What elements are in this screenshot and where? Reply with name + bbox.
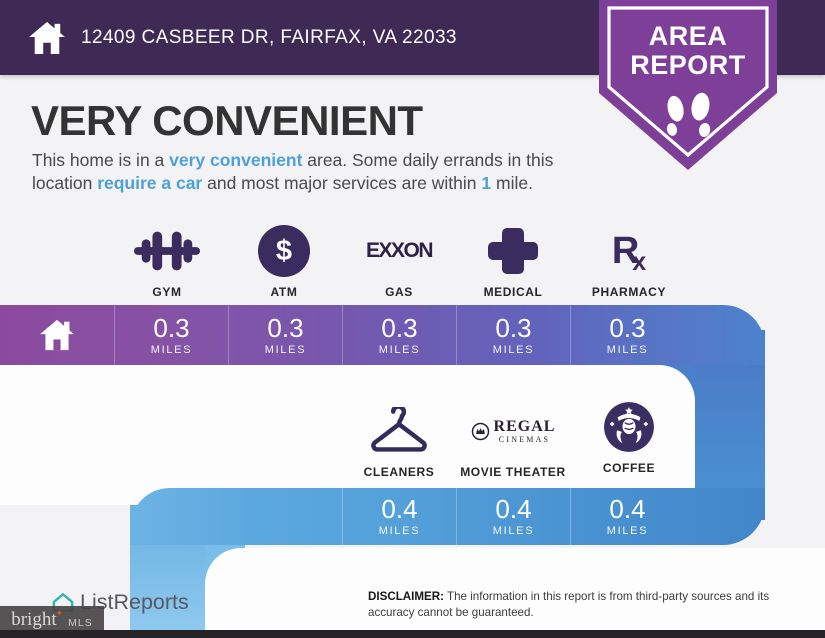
dollar-coin-icon: $: [258, 225, 310, 277]
home-icon: [40, 319, 74, 351]
poi-label: MOVIE THEATER: [460, 465, 566, 479]
medical-cross-icon: [488, 228, 538, 274]
poi-gym: GYM: [102, 222, 232, 299]
content-panel-upper: [0, 365, 695, 505]
page-title: VERY CONVENIENT: [31, 97, 423, 144]
poi-label: MEDICAL: [483, 285, 543, 299]
subtitle-text-4: mile.: [491, 173, 533, 194]
distance-cell: 0.4 MILES: [456, 488, 570, 545]
poi-atm: $ ATM: [219, 222, 349, 299]
regal-crown-icon: [471, 422, 489, 440]
poi-movie-theater: REGAL CINEMAS MOVIE THEATER: [448, 402, 578, 479]
disclaimer: DISCLAIMER: The information in this repo…: [368, 589, 798, 622]
distance-cell: 0.4 MILES: [570, 488, 684, 545]
mls-wordmark: MLS: [68, 616, 93, 629]
poi-label: COFFEE: [602, 461, 656, 475]
poi-label: PHARMACY: [591, 285, 667, 299]
distance-cell: 0.3 MILES: [228, 305, 342, 365]
distance-cell: 0.3 MILES: [456, 305, 570, 365]
home-marker-cell: [0, 305, 114, 365]
badge-title-line1: AREA: [648, 21, 728, 51]
distance-bar-row1: 0.3 MILES 0.3 MILES 0.3 MILES 0.3 MILES …: [0, 305, 765, 365]
bottom-edge-bar: [0, 630, 825, 638]
home-icon: [29, 21, 65, 54]
badge-pennant-shape: [599, 0, 777, 170]
subtitle-highlight-3: 1: [481, 173, 492, 194]
poi-gas: EXXON GAS: [334, 222, 464, 299]
footprints-icon: [666, 92, 711, 137]
dollar-glyph: $: [275, 234, 293, 267]
page-subtitle: This home is in a very convenient area. …: [32, 149, 598, 196]
subtitle-text-2: area. Some daily errands in this locatio…: [32, 150, 554, 194]
distance-bar-row2: 0.4 MILES 0.4 MILES 0.4 MILES: [130, 488, 765, 545]
poi-coffee: COFFEE: [564, 398, 694, 475]
area-report-badge: AREA REPORT: [593, 0, 783, 175]
exxon-logo: EXXON: [365, 239, 434, 262]
poi-pharmacy: Rx PHARMACY: [564, 222, 694, 300]
distance-cell: 0.3 MILES: [114, 305, 228, 365]
badge-title-line2: REPORT: [630, 50, 746, 80]
regal-cinemas-logo: REGAL CINEMAS: [471, 418, 556, 444]
property-address: 12409 CASBEER DR, FAIRFAX, VA 22033: [81, 26, 457, 48]
subtitle-highlight-2: require a car: [97, 173, 203, 194]
poi-label: ATM: [270, 285, 298, 299]
bright-wordmark: bright: [11, 609, 57, 630]
bright-mls-logo: bright ✦ MLS: [0, 606, 104, 633]
starbucks-logo: [604, 402, 654, 452]
subtitle-highlight-1: very convenient: [169, 150, 303, 170]
poi-label: GAS: [385, 285, 413, 299]
distance-cell: 0.3 MILES: [342, 305, 456, 365]
poi-label: CLEANERS: [363, 465, 435, 479]
distance-cell: 0.4 MILES: [342, 488, 456, 545]
bright-star-icon: ✦: [55, 608, 64, 618]
poi-label: GYM: [152, 285, 182, 299]
rx-icon: Rx: [611, 229, 647, 276]
poi-cleaners: CLEANERS: [334, 402, 464, 479]
disclaimer-text: The information in this report is from t…: [368, 590, 770, 620]
disclaimer-label: DISCLAIMER:: [368, 590, 444, 603]
subtitle-text-1: This home is in a: [32, 150, 170, 170]
distance-cell: 0.3 MILES: [570, 305, 684, 365]
hanger-icon: [371, 407, 427, 452]
poi-medical: MEDICAL: [448, 222, 578, 299]
subtitle-text-3: and most major services are within: [202, 173, 482, 194]
dumbbell-icon: [133, 231, 201, 271]
path-band-right: [695, 340, 765, 510]
content-panel-lower: [205, 548, 825, 638]
